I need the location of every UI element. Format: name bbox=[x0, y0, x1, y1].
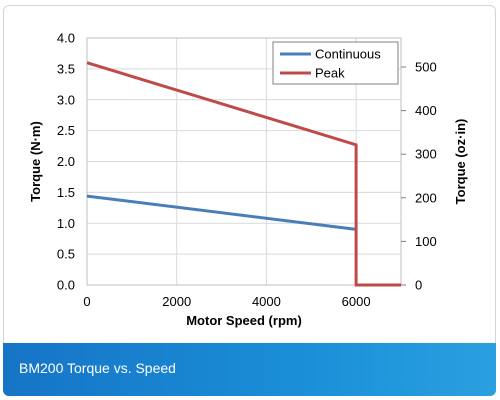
chart-caption: BM200 Torque vs. Speed bbox=[19, 360, 176, 376]
x-tick-label: 6000 bbox=[342, 294, 371, 309]
series-line-continuous bbox=[86, 194, 357, 231]
y-tick-label: 4.0 bbox=[57, 31, 75, 46]
y2-tick-label: 500 bbox=[415, 59, 437, 74]
x-tick-label: 0 bbox=[83, 294, 90, 309]
x-axis-title: Motor Speed (rpm) bbox=[186, 313, 302, 328]
y2-axis-title: Torque (oz·in) bbox=[453, 119, 468, 205]
chart-card: 0.0 0.5 1.0 1.5 2.0 2.5 3.0 3.5 4.0 0 2000 4000 6000… bbox=[3, 5, 496, 396]
y-tick-label: 1.5 bbox=[57, 185, 75, 200]
y-tick-label: 1.0 bbox=[57, 216, 75, 231]
y2-tick-label: 0 bbox=[415, 278, 422, 293]
plot-area-border bbox=[86, 37, 402, 286]
legend-label-peak: Peak bbox=[315, 66, 345, 81]
y2-tick-label: 100 bbox=[415, 234, 437, 249]
series-line-peak bbox=[86, 61, 401, 287]
y-tick-label: 3.5 bbox=[57, 61, 75, 76]
y-tick-label: 0.5 bbox=[57, 247, 75, 262]
caption-bar: BM200 Torque vs. Speed bbox=[3, 343, 496, 396]
y-tick-label: 2.0 bbox=[57, 154, 75, 169]
torque-speed-chart: 0.00.51.01.52.02.53.03.54.00 2000 4000 6000… bbox=[28, 31, 468, 329]
y-tick-label: 0.0 bbox=[57, 278, 75, 293]
legend-label-continuous: Continuous bbox=[315, 47, 381, 62]
y2-tick-label: 400 bbox=[415, 103, 437, 118]
legend-box bbox=[272, 41, 399, 85]
y-tick-label: 2.5 bbox=[57, 123, 75, 138]
y2-tick-label: 200 bbox=[415, 190, 437, 205]
y2-tick-label: 300 bbox=[415, 147, 437, 162]
x-tick-label: 2000 bbox=[162, 294, 191, 309]
y-axis-title: Torque (N·m) bbox=[28, 121, 43, 202]
y-tick-label: 3.0 bbox=[57, 92, 75, 107]
x-tick-label: 4000 bbox=[252, 294, 281, 309]
